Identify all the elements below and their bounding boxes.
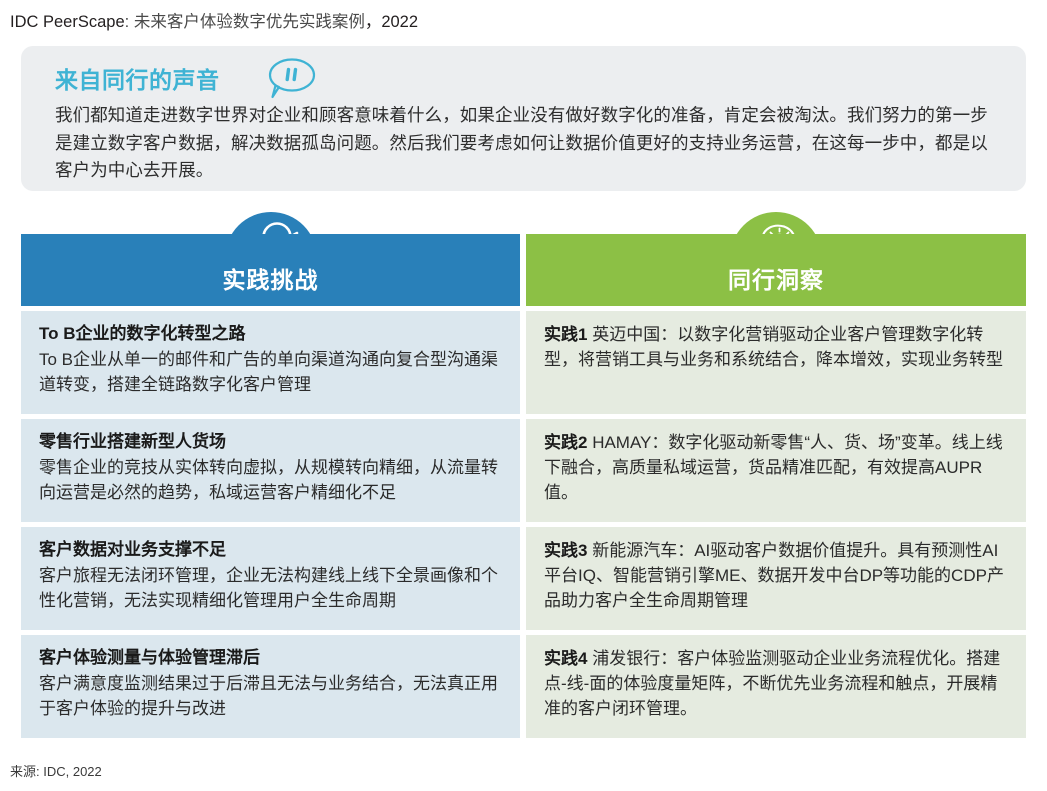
challenge-title: 零售行业搭建新型人货场 xyxy=(39,432,226,451)
insight-body: HAMAY：数字化驱动新零售“人、货、场”变革。线上线下融合，高质量私域运营，货… xyxy=(544,433,1003,502)
column-header-challenge-label: 实践挑战 xyxy=(222,267,319,293)
challenge-text: 零售企业的竞技从实体转向虚拟，从规模转向精细，从流量转向运营是必然的趋势，私域运… xyxy=(39,458,498,502)
challenge-title: 客户数据对业务支撑不足 xyxy=(39,540,226,559)
table-row: To B企业的数字化转型之路 To B企业从单一的邮件和广告的单向渠道沟通向复合… xyxy=(21,311,1026,414)
challenge-text: To B企业从单一的邮件和广告的单向渠道沟通向复合型沟通渠道转变，搭建全链路数字… xyxy=(39,350,499,394)
challenge-cell: To B企业的数字化转型之路 To B企业从单一的邮件和广告的单向渠道沟通向复合… xyxy=(21,311,520,414)
page-title: IDC PeerScape: 未来客户体验数字优先实践案例，2022 xyxy=(10,11,418,33)
insight-text: 实践3 新能源汽车：AI驱动客户数据价值提升。具有预测性AI平台IQ、智能营销引… xyxy=(544,538,1010,613)
source-note: 来源: IDC, 2022 xyxy=(10,764,102,779)
practice-matrix-table: 实践挑战 同行洞察 xyxy=(21,212,1026,738)
challenge-title: 客户体验测量与体验管理滞后 xyxy=(39,648,260,667)
insight-text: 实践4 浦发银行：客户体验监测驱动企业业务流程优化。搭建点-线-面的体验度量矩阵… xyxy=(544,646,1010,721)
challenge-title: To B企业的数字化转型之路 xyxy=(39,324,246,343)
insight-cell: 实践3 新能源汽车：AI驱动客户数据价值提升。具有预测性AI平台IQ、智能营销引… xyxy=(526,527,1026,630)
challenge-text: 客户旅程无法闭环管理，企业无法构建线上线下全景画像和个性化营销，无法实现精细化管… xyxy=(39,566,498,610)
insight-lead: 实践3 xyxy=(544,541,588,560)
column-header-insight: 同行洞察 xyxy=(526,212,1026,306)
speech-bubble-quote-icon xyxy=(262,56,318,100)
page-title-subject: 未来客户体验数字优先实践案例 xyxy=(133,13,365,31)
insight-lead: 实践4 xyxy=(544,649,588,668)
page-title-separator: : xyxy=(124,13,134,31)
table-header-row: 实践挑战 同行洞察 xyxy=(21,212,1026,306)
challenge-cell: 客户数据对业务支撑不足 客户旅程无法闭环管理，企业无法构建线上线下全景画像和个性… xyxy=(21,527,520,630)
peer-voice-body: 我们都知道走进数字世界对企业和顾客意味着什么，如果企业没有做好数字化的准备，肯定… xyxy=(55,105,988,180)
challenge-cell: 零售行业搭建新型人货场 零售企业的竞技从实体转向虚拟，从规模转向精细，从流量转向… xyxy=(21,419,520,522)
table-row: 客户体验测量与体验管理滞后 客户满意度监测结果过于后滞且无法与业务结合，无法真正… xyxy=(21,635,1026,738)
page-title-comma: ， xyxy=(364,13,382,31)
insight-body: 英迈中国：以数字化营销驱动企业客户管理数字化转型，将营销工具与业务和系统结合，降… xyxy=(544,325,1003,369)
insight-body: 浦发银行：客户体验监测驱动企业业务流程优化。搭建点-线-面的体验度量矩阵，不断优… xyxy=(544,649,1001,718)
insight-cell: 实践1 英迈中国：以数字化营销驱动企业客户管理数字化转型，将营销工具与业务和系统… xyxy=(526,311,1026,414)
insight-body: 新能源汽车：AI驱动客户数据价值提升。具有预测性AI平台IQ、智能营销引擎ME、… xyxy=(544,541,1004,610)
insight-lead: 实践2 xyxy=(544,433,588,452)
peer-voice-heading: 来自同行的声音 xyxy=(55,67,220,93)
challenge-cell: 客户体验测量与体验管理滞后 客户满意度监测结果过于后滞且无法与业务结合，无法真正… xyxy=(21,635,520,738)
insight-text: 实践2 HAMAY：数字化驱动新零售“人、货、场”变革。线上线下融合，高质量私域… xyxy=(544,430,1010,505)
insight-cell: 实践4 浦发银行：客户体验监测驱动企业业务流程优化。搭建点-线-面的体验度量矩阵… xyxy=(526,635,1026,738)
page-title-year: 2022 xyxy=(381,13,419,31)
table-row: 客户数据对业务支撑不足 客户旅程无法闭环管理，企业无法构建线上线下全景画像和个性… xyxy=(21,527,1026,630)
column-header-insight-label: 同行洞察 xyxy=(728,267,824,293)
table-row: 零售行业搭建新型人货场 零售企业的竞技从实体转向虚拟，从规模转向精细，从流量转向… xyxy=(21,419,1026,522)
peer-voice-callout: 来自同行的声音 我们都知道走进数字世界对企业和顾客意味着什么，如果企业没有做好数… xyxy=(21,46,1026,191)
insight-cell: 实践2 HAMAY：数字化驱动新零售“人、货、场”变革。线上线下融合，高质量私域… xyxy=(526,419,1026,522)
insight-text: 实践1 英迈中国：以数字化营销驱动企业客户管理数字化转型，将营销工具与业务和系统… xyxy=(544,322,1010,372)
column-header-challenge: 实践挑战 xyxy=(21,212,520,306)
challenge-text: 客户满意度监测结果过于后滞且无法与业务结合，无法真正用于客户体验的提升与改进 xyxy=(39,674,498,718)
peer-voice-header: 来自同行的声音 xyxy=(55,58,1000,99)
page-title-prefix: IDC PeerScape xyxy=(10,13,125,31)
insight-lead: 实践1 xyxy=(544,325,588,344)
